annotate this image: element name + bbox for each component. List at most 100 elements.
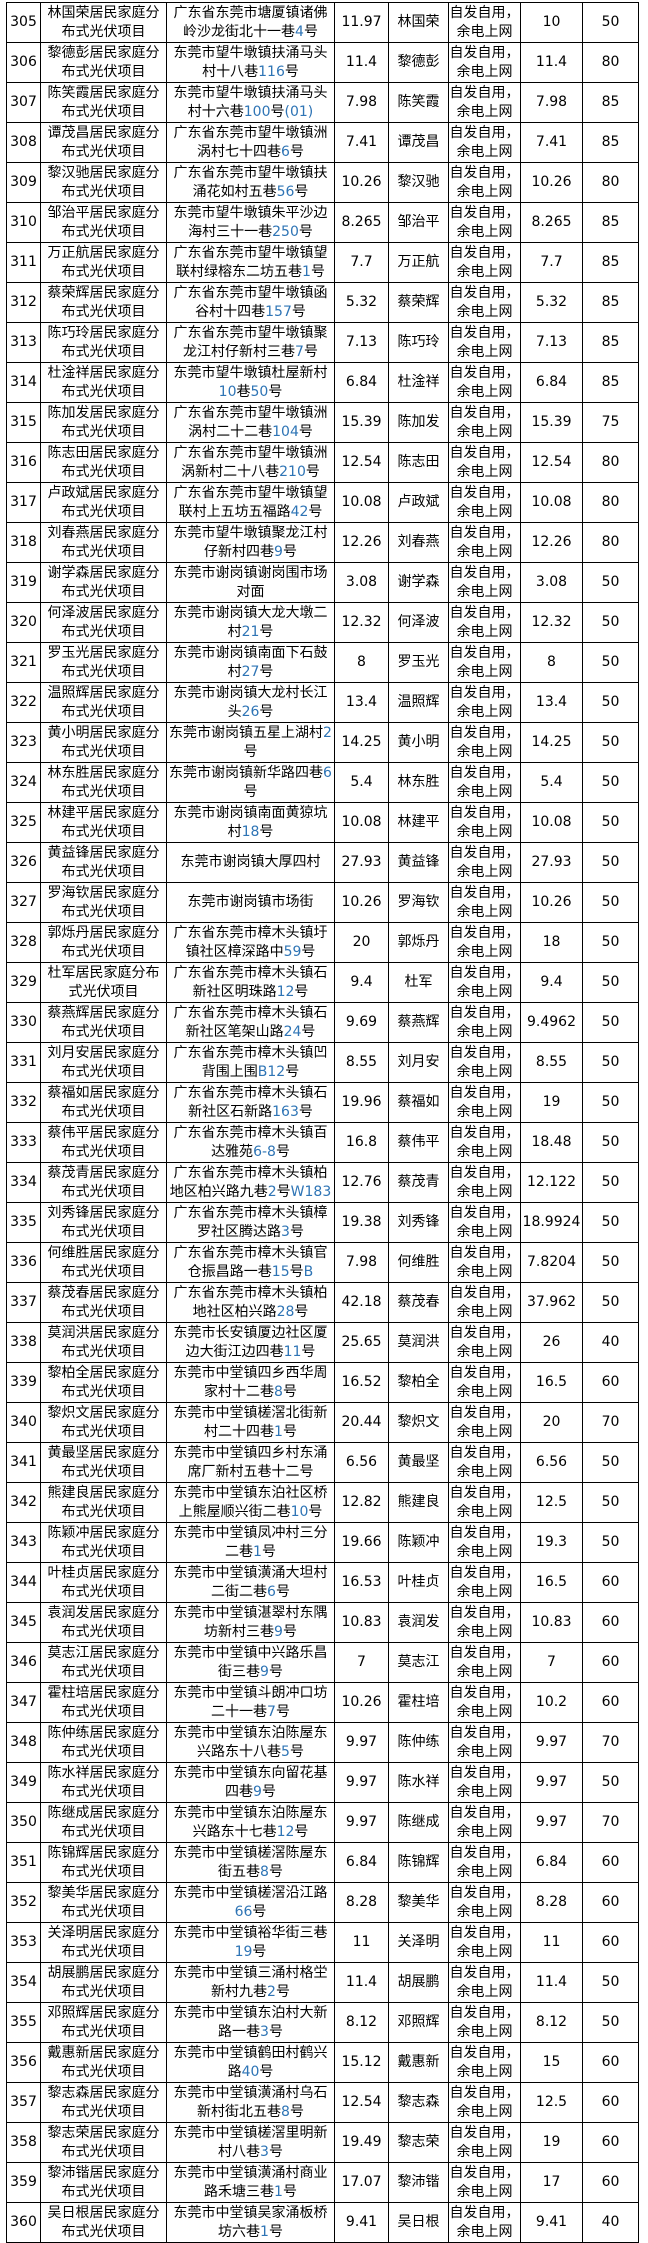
cell-seq: 350 bbox=[6, 1802, 41, 1843]
cell-seq: 359 bbox=[6, 2162, 41, 2203]
cell-grid-capacity: 15 bbox=[520, 2042, 583, 2083]
cell-grid-mode: 自发自用，余电上网 bbox=[448, 1882, 521, 1923]
table-row: 314 杜淦祥居民家庭分布式光伏项目 东莞市望牛墩镇杜屋新村10巷50号 6.84 杜淦… bbox=[6, 362, 639, 403]
cell-project-name: 蔡燕辉居民家庭分布式光伏项目 bbox=[40, 1002, 167, 1043]
cell-subsidy-percent: 50 bbox=[582, 602, 639, 643]
cell-project-name: 刘秀锋居民家庭分布式光伏项目 bbox=[40, 1202, 167, 1243]
address-numeral: 59 bbox=[283, 943, 302, 960]
cell-seq: 358 bbox=[6, 2122, 41, 2163]
cell-address: 广东省东莞市塘厦镇诸佛岭沙龙街北十一巷4号 bbox=[166, 2, 335, 43]
cell-owner-name: 袁润发 bbox=[388, 1602, 449, 1643]
cell-subsidy-percent: 60 bbox=[582, 2162, 639, 2203]
table-row: 332 蔡福如居民家庭分布式光伏项目 广东省东莞市樟木头镇石新社区石新路163号 19… bbox=[6, 1082, 639, 1123]
cell-address: 东莞市谢岗镇谢岗围市场对面 bbox=[166, 562, 335, 603]
cell-grid-capacity: 19 bbox=[520, 2122, 583, 2163]
address-numeral: 4 bbox=[295, 23, 304, 40]
cell-grid-mode: 自发自用，余电上网 bbox=[448, 1962, 521, 2003]
cell-address: 东莞市中堂镇潢涌村乌石新村街北五巷8号 bbox=[166, 2082, 335, 2123]
cell-seq: 306 bbox=[6, 42, 41, 83]
cell-installed-capacity: 19.49 bbox=[334, 2122, 389, 2163]
cell-address: 东莞市谢岗镇大龙大墩二村21号 bbox=[166, 602, 335, 643]
cell-installed-capacity: 9.97 bbox=[334, 1802, 389, 1843]
address-numeral: 1 bbox=[260, 2223, 269, 2240]
cell-address: 广东省东莞市樟木头镇石新社区明珠路12号 bbox=[166, 962, 335, 1003]
address-numeral: 210 bbox=[279, 463, 306, 480]
cell-address: 广东省东莞市樟木头镇樟罗社区腾达路3号 bbox=[166, 1202, 335, 1243]
cell-address: 东莞市中堂镇四乡村东涌席厂新村五巷十二号 bbox=[166, 1442, 335, 1483]
cell-grid-capacity: 7.13 bbox=[520, 322, 583, 363]
cell-seq: 319 bbox=[6, 562, 41, 603]
cell-grid-mode: 自发自用，余电上网 bbox=[448, 2042, 521, 2083]
cell-seq: 342 bbox=[6, 1482, 41, 1523]
cell-grid-mode: 自发自用，余电上网 bbox=[448, 362, 521, 403]
cell-seq: 348 bbox=[6, 1722, 41, 1763]
cell-grid-mode: 自发自用，余电上网 bbox=[448, 522, 521, 563]
cell-grid-mode: 自发自用，余电上网 bbox=[448, 1802, 521, 1843]
address-numeral: 10 bbox=[218, 383, 237, 400]
cell-subsidy-percent: 50 bbox=[582, 562, 639, 603]
address-numeral: 6-8 bbox=[253, 1143, 276, 1160]
cell-grid-mode: 自发自用，余电上网 bbox=[448, 42, 521, 83]
table-row: 323 黄小明居民家庭分布式光伏项目 东莞市谢岗镇五星上湖村2号 14.25 黄小明 自发… bbox=[6, 722, 639, 763]
cell-grid-capacity: 27.93 bbox=[520, 842, 583, 883]
cell-owner-name: 杜淦祥 bbox=[388, 362, 449, 403]
cell-grid-mode: 自发自用，余电上网 bbox=[448, 1602, 521, 1643]
cell-installed-capacity: 20 bbox=[334, 922, 389, 963]
cell-subsidy-percent: 85 bbox=[582, 322, 639, 363]
cell-subsidy-percent: 85 bbox=[582, 122, 639, 163]
cell-grid-capacity: 7.8204 bbox=[520, 1242, 583, 1283]
cell-grid-capacity: 12.26 bbox=[520, 522, 583, 563]
address-numeral: 116 bbox=[258, 63, 285, 80]
cell-grid-capacity: 16.5 bbox=[520, 1562, 583, 1603]
address-numeral: 12 bbox=[276, 1823, 295, 1840]
address-numeral: 100 bbox=[243, 103, 271, 120]
address-numeral: 42 bbox=[290, 503, 309, 520]
address-numeral: 104 bbox=[272, 423, 299, 440]
cell-installed-capacity: 9.4 bbox=[334, 962, 389, 1003]
cell-installed-capacity: 8.265 bbox=[334, 202, 389, 243]
cell-installed-capacity: 9.97 bbox=[334, 1762, 389, 1803]
table-row: 326 黄益锋居民家庭分布式光伏项目 东莞市谢岗镇大厚四村 27.93 黄益锋 自发自用，… bbox=[6, 842, 639, 883]
cell-seq: 332 bbox=[6, 1082, 41, 1123]
cell-address: 东莞市谢岗镇大厚四村 bbox=[166, 842, 335, 883]
cell-owner-name: 何维胜 bbox=[388, 1242, 449, 1283]
cell-project-name: 吴日根居民家庭分布式光伏项目 bbox=[40, 2202, 167, 2243]
address-numeral: 1 bbox=[274, 2183, 283, 2200]
cell-installed-capacity: 6.84 bbox=[334, 362, 389, 403]
cell-seq: 328 bbox=[6, 922, 41, 963]
cell-grid-mode: 自发自用，余电上网 bbox=[448, 1522, 521, 1563]
cell-installed-capacity: 20.44 bbox=[334, 1402, 389, 1443]
table-row: 311 万正航居民家庭分布式光伏项目 广东省东莞市望牛墩镇望联村绿榕东二坊五巷1号 7… bbox=[6, 242, 639, 283]
cell-address: 广东省东莞市樟木头镇柏地社区柏兴路28号 bbox=[166, 1282, 335, 1323]
cell-subsidy-percent: 50 bbox=[582, 1962, 639, 2003]
cell-owner-name: 蔡荣辉 bbox=[388, 282, 449, 323]
cell-grid-capacity: 19 bbox=[520, 1082, 583, 1123]
cell-project-name: 蔡福如居民家庭分布式光伏项目 bbox=[40, 1082, 167, 1123]
cell-grid-mode: 自发自用，余电上网 bbox=[448, 122, 521, 163]
cell-seq: 341 bbox=[6, 1442, 41, 1483]
cell-owner-name: 黎德彭 bbox=[388, 42, 449, 83]
table-row: 312 蔡荣辉居民家庭分布式光伏项目 广东省东莞市望牛墩镇函谷村十四巷157号 5.3… bbox=[6, 282, 639, 323]
table-row: 360 吴日根居民家庭分布式光伏项目 东莞市中堂镇吴家涌板桥坊六巷1号 9.41 吴日根… bbox=[6, 2202, 639, 2243]
cell-installed-capacity: 7.7 bbox=[334, 242, 389, 283]
cell-grid-mode: 自发自用，余电上网 bbox=[448, 2202, 521, 2243]
cell-grid-mode: 自发自用，余电上网 bbox=[448, 1362, 521, 1403]
cell-seq: 308 bbox=[6, 122, 41, 163]
address-numeral: 26 bbox=[241, 703, 260, 720]
cell-installed-capacity: 9.69 bbox=[334, 1002, 389, 1043]
cell-grid-mode: 自发自用，余电上网 bbox=[448, 242, 521, 283]
cell-grid-mode: 自发自用，余电上网 bbox=[448, 1322, 521, 1363]
cell-project-name: 黄最坚居民家庭分布式光伏项目 bbox=[40, 1442, 167, 1483]
cell-grid-mode: 自发自用，余电上网 bbox=[448, 1842, 521, 1883]
table-row: 321 罗玉光居民家庭分布式光伏项目 东莞市谢岗镇南面下石鼓村27号 8 罗玉光 自发自用… bbox=[6, 642, 639, 683]
cell-installed-capacity: 14.25 bbox=[334, 722, 389, 763]
cell-grid-mode: 自发自用，余电上网 bbox=[448, 802, 521, 843]
cell-address: 东莞市中堂镇裕华街三巷19号 bbox=[166, 1922, 335, 1963]
cell-grid-capacity: 8.55 bbox=[520, 1042, 583, 1083]
cell-installed-capacity: 10.26 bbox=[334, 1682, 389, 1723]
address-numeral: 9 bbox=[253, 1783, 262, 1800]
cell-subsidy-percent: 50 bbox=[582, 1002, 639, 1043]
address-numeral: 2 bbox=[267, 1183, 277, 1200]
cell-grid-mode: 自发自用，余电上网 bbox=[448, 2162, 521, 2203]
cell-subsidy-percent: 50 bbox=[582, 1122, 639, 1163]
